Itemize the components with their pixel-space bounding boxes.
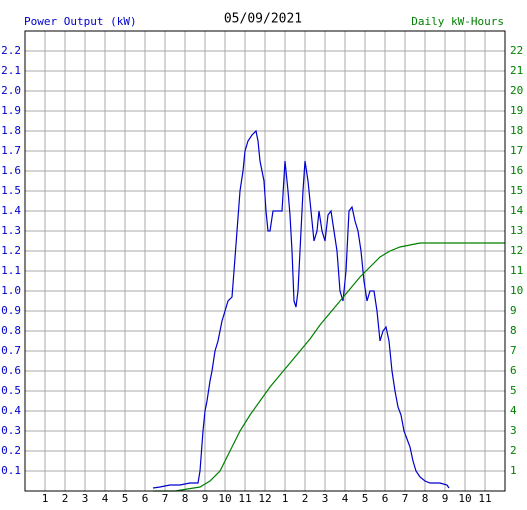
y-tick-label: 1.9: [1, 104, 21, 117]
x-tick-label: 10: [458, 492, 471, 505]
y2-tick-label: 12: [510, 244, 523, 257]
y2-tick-label: 18: [510, 124, 523, 137]
y2-tick-label: 14: [510, 204, 524, 217]
y2-tick-label: 6: [510, 364, 517, 377]
y2-tick-label: 11: [510, 264, 523, 277]
x-tick-label: 3: [82, 492, 89, 505]
y2-tick-label: 20: [510, 84, 523, 97]
plot: [152, 129, 505, 492]
x-tick-label: 1: [42, 492, 49, 505]
y2-tick-label: 22: [510, 44, 523, 57]
y-tick-label: 2.2: [1, 44, 21, 57]
y2-tick-label: 1: [510, 464, 517, 477]
y2-tick-label: 3: [510, 424, 517, 437]
x-tick-label: 9: [202, 492, 209, 505]
x-tick-label: 8: [182, 492, 189, 505]
left-axis-label: Power Output (kW): [24, 15, 137, 28]
grid: [25, 31, 505, 491]
y2-tick-label: 7: [510, 344, 517, 357]
y2-tick-label: 5: [510, 384, 517, 397]
y-tick-label: 1.5: [1, 184, 21, 197]
y-tick-label: 1.6: [1, 164, 21, 177]
y-tick-label: 0.8: [1, 324, 21, 337]
y2-tick-label: 4: [510, 404, 517, 417]
y-tick-label: 0.3: [1, 424, 21, 437]
x-tick-label: 2: [62, 492, 69, 505]
x-tick-label: 10: [218, 492, 231, 505]
x-tick-label: 6: [142, 492, 149, 505]
x-tick-label: 4: [342, 492, 349, 505]
x-tick-label: 11: [478, 492, 491, 505]
x-tick-label: 7: [402, 492, 409, 505]
x-tick-label: 6: [382, 492, 389, 505]
chart-title: 05/09/2021: [224, 12, 302, 27]
y2-tick-label: 9: [510, 304, 517, 317]
y-tick-label: 1.8: [1, 124, 21, 137]
y2-tick-label: 10: [510, 284, 523, 297]
y2-tick-label: 8: [510, 324, 517, 337]
x-tick-label: 9: [442, 492, 449, 505]
y-tick-label: 0.7: [1, 344, 21, 357]
y-tick-label: 2.1: [1, 64, 21, 77]
y2-tick-label: 16: [510, 164, 523, 177]
y-tick-label: 0.6: [1, 364, 21, 377]
y-tick-label: 1.7: [1, 144, 21, 157]
y-tick-label: 1.4: [1, 204, 21, 217]
y-tick-label: 0.1: [1, 464, 21, 477]
y2-tick-label: 15: [510, 184, 523, 197]
x-tick-label: 5: [122, 492, 129, 505]
x-tick-label: 5: [362, 492, 369, 505]
y-tick-label: 0.5: [1, 384, 21, 397]
series-line: [152, 129, 450, 489]
y-tick-label: 1.0: [1, 284, 21, 297]
y2-tick-label: 2: [510, 444, 517, 457]
y-tick-label: 1.3: [1, 224, 21, 237]
x-tick-label: 11: [238, 492, 251, 505]
y2-tick-label: 17: [510, 144, 523, 157]
x-tick-label: 3: [322, 492, 329, 505]
series-line: [153, 242, 505, 492]
x-tick-label: 8: [422, 492, 429, 505]
right-axis-label: Daily kW-Hours: [411, 15, 504, 28]
x-tick-label: 1: [282, 492, 289, 505]
y-tick-label: 0.4: [1, 404, 21, 417]
y2-tick-label: 21: [510, 64, 523, 77]
x-tick-label: 2: [302, 492, 309, 505]
y-tick-label: 0.9: [1, 304, 21, 317]
y2-tick-label: 19: [510, 104, 523, 117]
y-tick-label: 1.1: [1, 264, 21, 277]
y2-tick-label: 13: [510, 224, 523, 237]
y-tick-label: 0.2: [1, 444, 21, 457]
x-tick-label: 7: [162, 492, 169, 505]
x-tick-label: 12: [258, 492, 271, 505]
y-tick-label: 2.0: [1, 84, 21, 97]
plot-frame: [24, 30, 506, 492]
x-tick-label: 4: [102, 492, 109, 505]
y-tick-label: 1.2: [1, 244, 21, 257]
